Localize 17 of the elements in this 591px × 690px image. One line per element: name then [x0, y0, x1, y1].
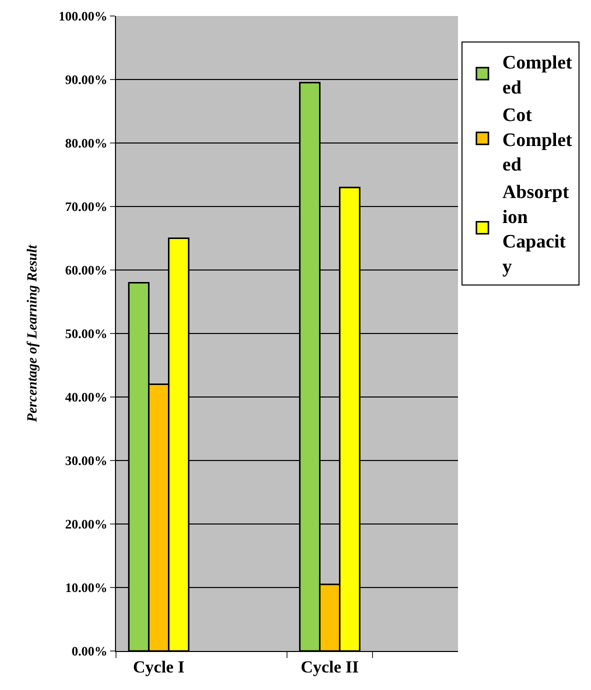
- y-tick-label: 0.00%: [72, 644, 108, 659]
- x-tick-label: Cycle II: [300, 657, 360, 676]
- y-tick-label: 30.00%: [65, 453, 108, 468]
- y-tick-label: 90.00%: [65, 72, 108, 88]
- x-tick-label: Cycle I: [133, 657, 185, 676]
- y-tick-label: 40.00%: [65, 390, 108, 405]
- y-tick-label: 70.00%: [65, 199, 108, 214]
- y-tick-label: 60.00%: [65, 262, 108, 278]
- y-tick-label: 80.00%: [65, 136, 108, 151]
- y-axis-title: Percentage of Learning Result: [25, 244, 40, 422]
- legend-label: Absorption Capacity: [502, 182, 570, 278]
- y-tick-label: 20.00%: [65, 516, 108, 532]
- y-tick-label: 100.00%: [58, 8, 108, 24]
- legend-label: Completed: [502, 52, 573, 98]
- legend-label: Cot Completed: [502, 105, 573, 176]
- y-tick-label: 50.00%: [65, 326, 108, 342]
- y-tick-label: 10.00%: [65, 580, 108, 596]
